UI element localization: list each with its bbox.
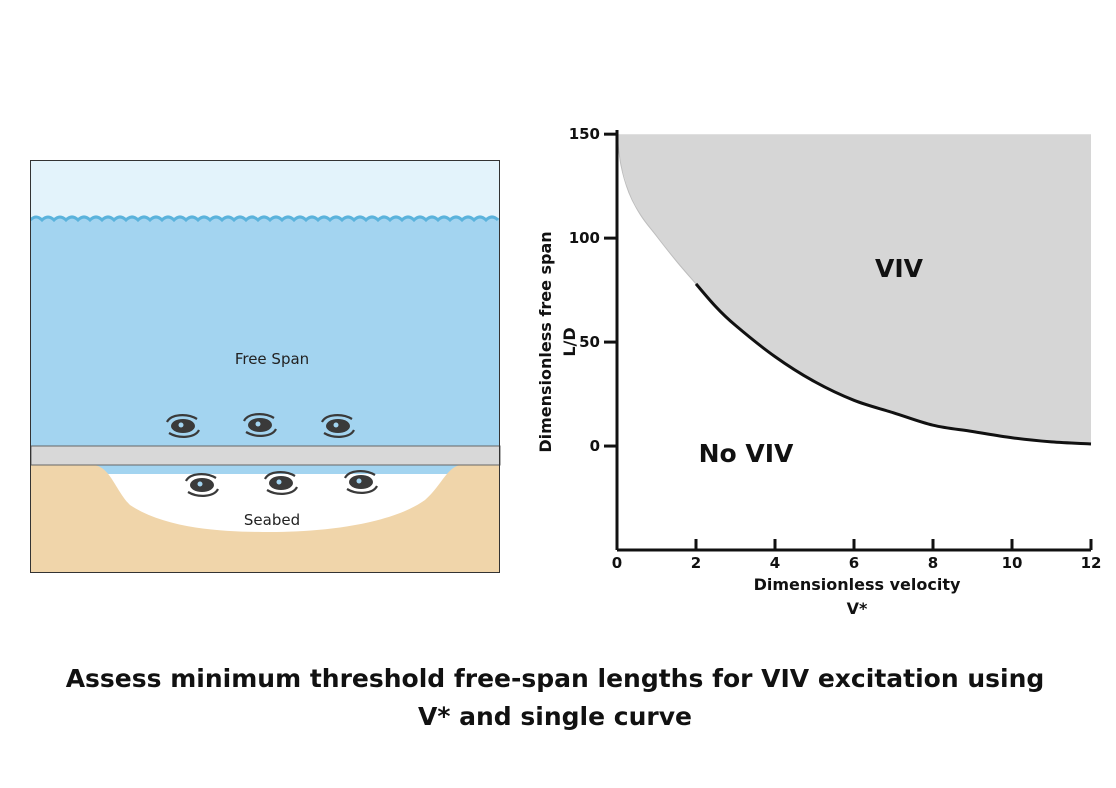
- caption-line-1: Assess minimum threshold free-span lengt…: [65, 664, 1045, 693]
- illustration-frame: [30, 160, 500, 573]
- region-label-no-viv: No VIV: [699, 439, 794, 468]
- vortex-icons-above-pipe: [166, 413, 355, 438]
- x-tick-label: 2: [691, 554, 701, 572]
- vortex-icon: [243, 413, 277, 437]
- vortex-icon: [166, 414, 200, 438]
- viv-region-fill: [617, 134, 1091, 444]
- figure-caption: Assess minimum threshold free-span lengt…: [0, 660, 1110, 736]
- y-axis-ticks: 0 50 100 150: [569, 125, 617, 455]
- free-span-label: Free Span: [235, 350, 309, 368]
- y-tick-label: 150: [569, 125, 600, 143]
- y-tick-label: 0: [590, 437, 600, 455]
- x-axis-symbol: V*: [847, 599, 868, 618]
- region-label-viv: VIV: [875, 254, 924, 283]
- vortex-icon: [264, 471, 298, 495]
- vortex-icon: [185, 473, 219, 497]
- threshold-curve: [694, 282, 1092, 446]
- x-axis-ticks: 0 2 4 6 8 10 12: [612, 539, 1102, 572]
- x-tick-label: 10: [1002, 554, 1023, 572]
- x-tick-label: 6: [849, 554, 859, 572]
- x-tick-label: 0: [612, 554, 622, 572]
- sky-region: [30, 160, 500, 221]
- faint-boundary-curve: [616, 134, 697, 285]
- pipeline: [30, 445, 501, 466]
- y-tick-label: 50: [579, 333, 600, 351]
- seabed-region: [30, 465, 500, 573]
- y-tick-label: 100: [569, 229, 600, 247]
- x-tick-label: 12: [1081, 554, 1102, 572]
- caption-line-2: V* and single curve: [418, 702, 692, 731]
- vortex-icon: [344, 470, 378, 494]
- vortex-icon: [321, 414, 355, 438]
- viv-threshold-chart: 0 2 4 6 8 10 12 0 50 100 150 VIV No VIV Dimension…: [536, 125, 1102, 618]
- x-tick-label: 8: [928, 554, 938, 572]
- y-axis-title: Dimensionless free span: [536, 231, 555, 452]
- y-axis-symbol: L/D: [560, 327, 579, 356]
- vortex-icons-below-pipe: [185, 470, 378, 497]
- seabed-label: Seabed: [244, 511, 300, 529]
- water-surface-wave: [30, 215, 500, 223]
- x-tick-label: 4: [770, 554, 780, 572]
- x-axis-title: Dimensionless velocity: [754, 575, 961, 594]
- free-span-illustration: Free Span Seabed: [30, 160, 501, 573]
